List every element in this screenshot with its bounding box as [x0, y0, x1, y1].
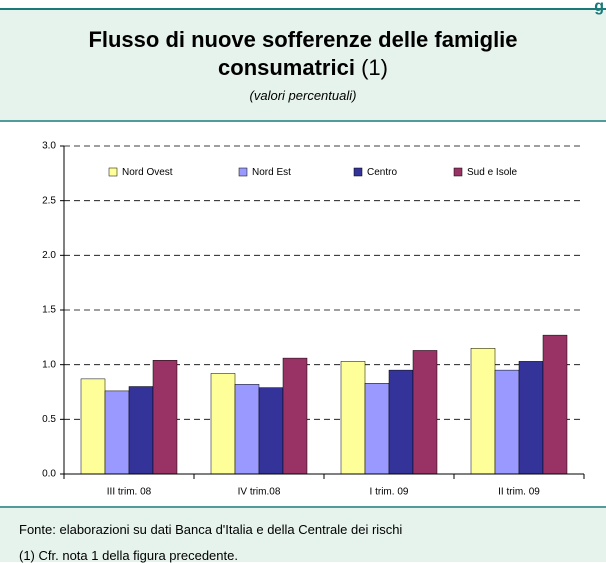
source: Fonte: elaborazioni su dati Banca d'Ital… — [19, 522, 403, 537]
y-tick-label: 1.5 — [42, 305, 56, 316]
title-text: Flusso di nuove sofferenze delle famigli… — [88, 27, 518, 80]
bar — [152, 360, 178, 475]
y-tick-label: 0.5 — [42, 414, 56, 425]
legend-swatch — [453, 167, 463, 177]
bar — [104, 390, 130, 475]
legend-label: Sud e Isole — [467, 167, 517, 178]
bar — [282, 357, 308, 475]
legend-swatch — [108, 167, 118, 177]
x-tick-label: IV trim.08 — [238, 487, 281, 498]
y-tick-label: 0.0 — [42, 469, 56, 480]
bar — [258, 387, 284, 475]
bar — [412, 350, 438, 475]
legend-swatch — [353, 167, 363, 177]
y-tick-label: 3.0 — [42, 141, 56, 152]
bar — [128, 386, 154, 475]
y-tick-label: 2.0 — [42, 250, 56, 261]
legend-label: Nord Ovest — [122, 167, 173, 178]
subtitle-text: valori percentuali — [253, 88, 353, 103]
subtitle: (valori percentuali) — [249, 88, 357, 103]
bar — [470, 348, 496, 475]
bar — [518, 361, 544, 475]
header: g Flusso di nuove sofferenze delle famig… — [0, 0, 606, 120]
x-tick-label: II trim. 09 — [498, 487, 540, 498]
bar — [542, 334, 568, 475]
title-note: (1) — [361, 55, 388, 80]
bar — [494, 369, 520, 475]
bar — [364, 383, 390, 475]
bar — [80, 378, 106, 475]
bar — [234, 384, 260, 475]
bar — [388, 369, 414, 475]
legend-label: Centro — [367, 167, 397, 178]
bar — [210, 373, 236, 475]
cut-text: g — [594, 0, 604, 15]
y-tick-label: 2.5 — [42, 195, 56, 206]
x-tick-label: I trim. 09 — [370, 487, 409, 498]
legend-label: Nord Est — [252, 167, 291, 178]
bar — [340, 361, 366, 475]
legend-swatch — [238, 167, 248, 177]
footer: Fonte: elaborazioni su dati Banca d'Ital… — [0, 508, 606, 563]
x-tick-label: III trim. 08 — [107, 487, 152, 498]
y-tick-label: 1.0 — [42, 359, 56, 370]
note: (1) Cfr. nota 1 della figura precedente. — [19, 548, 238, 563]
chart-title: Flusso di nuove sofferenze delle famigli… — [43, 26, 563, 82]
